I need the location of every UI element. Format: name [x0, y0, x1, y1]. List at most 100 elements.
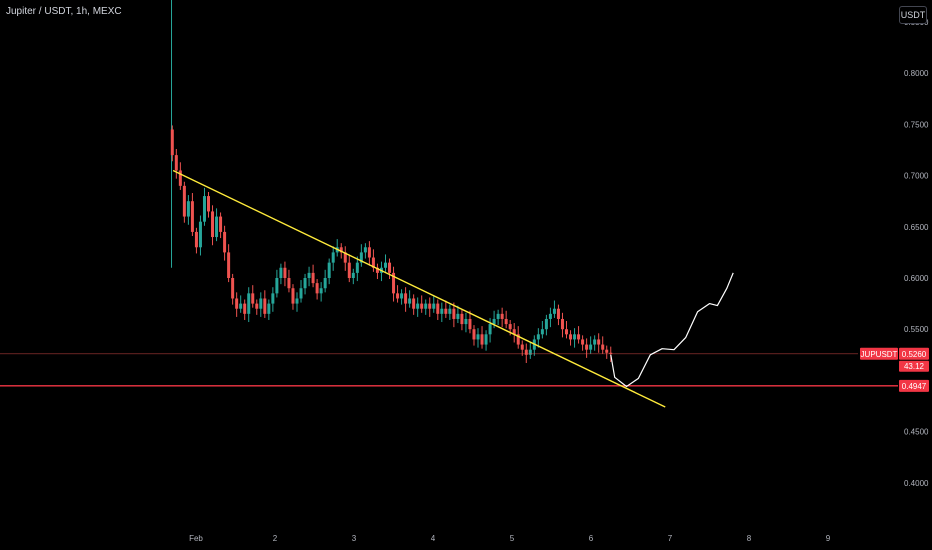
- countdown-tag-bg: [899, 360, 929, 372]
- candle-body: [404, 293, 408, 304]
- candle-body: [255, 303, 259, 309]
- candle-body: [460, 313, 464, 325]
- x-tick-label: 9: [826, 534, 831, 543]
- candle-body: [540, 329, 544, 335]
- candle-body: [396, 293, 400, 299]
- countdown-tag: 43.12: [904, 362, 925, 371]
- candle-body: [202, 196, 206, 222]
- candle-body: [388, 262, 392, 273]
- candle-body: [573, 334, 577, 340]
- candle-body: [593, 339, 597, 345]
- candle-body: [484, 334, 488, 345]
- candle-body: [299, 288, 303, 299]
- candle-body: [331, 252, 335, 263]
- candle-body: [520, 344, 524, 350]
- candle-body: [319, 288, 323, 294]
- candle-body: [544, 318, 548, 330]
- candle-body: [508, 324, 512, 330]
- candle-body: [448, 308, 452, 314]
- candle-body: [186, 201, 190, 217]
- y-tick-label: 0.5500: [904, 325, 929, 334]
- candle-body: [275, 278, 279, 294]
- candle-body: [259, 298, 263, 309]
- candle-body: [207, 196, 211, 212]
- support-price-tag: 0.4947: [902, 382, 927, 391]
- candle-body: [440, 308, 444, 314]
- candle-body: [198, 221, 202, 248]
- candle-body: [556, 308, 560, 319]
- candle-body: [452, 308, 456, 319]
- time-axis[interactable]: Feb 2 3 4 5 6 7 8 9: [189, 534, 831, 543]
- candle-body: [500, 313, 504, 319]
- candle-body: [420, 303, 424, 309]
- candle-body: [219, 216, 223, 232]
- symbol-title[interactable]: Jupiter / USDT, 1h, MEXC: [6, 6, 122, 17]
- candle-body: [235, 298, 239, 309]
- symbol-tag: JUPUSDT: [861, 350, 898, 359]
- candle-body: [283, 267, 287, 278]
- candle-body: [492, 318, 496, 325]
- candle-body: [371, 257, 375, 268]
- candle-body: [287, 278, 291, 289]
- symbol-tag-bg: [860, 347, 898, 360]
- candle-body: [400, 293, 404, 299]
- candle-body: [178, 170, 182, 186]
- y-tick-label: 0.6500: [904, 223, 929, 232]
- last-price-tag: 0.5260: [902, 350, 927, 359]
- candle-body: [315, 283, 319, 294]
- candle-body: [211, 211, 215, 238]
- candle-body: [359, 252, 363, 263]
- x-tick-label: 2: [273, 534, 278, 543]
- x-tick-label: 5: [510, 534, 515, 543]
- candle-body: [170, 129, 174, 156]
- x-tick-label: 4: [431, 534, 436, 543]
- candle-body: [552, 308, 556, 314]
- candle-body: [182, 185, 186, 217]
- candle-body: [412, 298, 416, 309]
- candle-body: [194, 231, 198, 248]
- price-axis[interactable]: 0.85000.80000.75000.70000.65000.60000.55…: [904, 18, 929, 488]
- candle-body: [468, 318, 472, 330]
- descending-trendline: [172, 169, 666, 408]
- candle-body: [367, 247, 371, 258]
- drawings-layer: [0, 169, 898, 408]
- candle-body: [174, 155, 178, 171]
- candle-body: [223, 231, 227, 253]
- candle-body: [343, 252, 347, 263]
- candle-body: [327, 262, 331, 278]
- candle-body: [251, 293, 255, 304]
- candle-body: [456, 313, 460, 319]
- candle-body: [569, 334, 573, 340]
- candle-body: [524, 349, 528, 355]
- candle-body: [375, 267, 379, 273]
- candle-body: [424, 303, 428, 309]
- y-tick-label: 0.6000: [904, 274, 929, 283]
- candle-body: [581, 339, 585, 345]
- candle-body: [295, 298, 299, 304]
- candle-body: [428, 303, 432, 309]
- candle-body: [190, 201, 194, 232]
- candle-body: [271, 293, 275, 304]
- y-tick-label: 0.8000: [904, 69, 929, 78]
- candle-body: [577, 334, 581, 340]
- candle-body: [323, 278, 327, 289]
- y-tick-label: 0.7500: [904, 120, 929, 129]
- last-price-tag-bg: [899, 347, 929, 360]
- candle-body: [311, 272, 315, 284]
- currency-button[interactable]: USDT: [899, 6, 927, 24]
- candle-body: [243, 303, 247, 314]
- candle-body: [267, 303, 271, 314]
- candle-body: [589, 344, 593, 350]
- x-tick-label: 6: [589, 534, 594, 543]
- candle-body: [215, 216, 219, 238]
- candle-body: [585, 344, 589, 350]
- candlestick-series: [170, 125, 613, 363]
- x-tick-label: 8: [747, 534, 752, 543]
- candle-body: [472, 329, 476, 340]
- candle-body: [392, 272, 396, 294]
- candle-body: [516, 334, 520, 345]
- candle-body: [536, 334, 540, 340]
- support-price-tag-bg: [899, 379, 929, 392]
- candle-body: [597, 339, 601, 345]
